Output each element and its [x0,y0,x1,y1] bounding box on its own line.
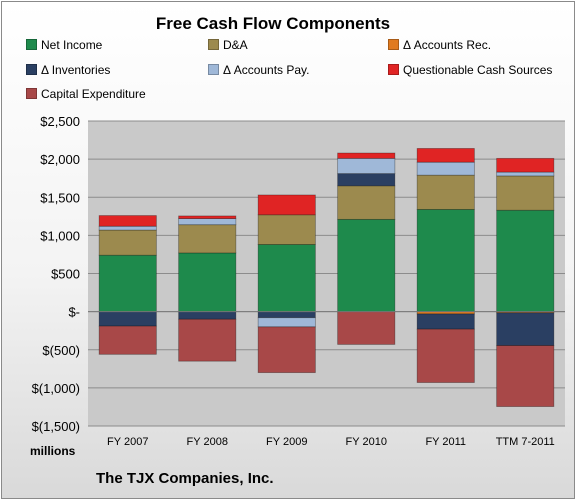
bar-segment [178,318,237,362]
y-tick-label: $2,500 [40,114,80,129]
y-tick-label: $- [68,305,80,320]
y-tick-label: $1,500 [40,190,80,205]
y-tick-label: $1,000 [40,228,80,243]
legend-label: Questionable Cash Sources [403,63,553,77]
bar-segment [416,328,475,383]
bar-segment [416,174,475,210]
legend-item-da: D&A [208,38,248,52]
bar-segment [496,157,555,173]
legend-swatch [388,64,399,75]
bar-segment [98,254,157,313]
bar-segment [178,252,237,313]
x-tick-label: FY 2007 [107,436,148,448]
bar-segment [337,185,396,220]
bar-segment [257,244,316,313]
bar-segment [337,218,396,313]
bar-segment [178,215,237,219]
legend-swatch [388,39,399,50]
x-tick-label: FY 2011 [425,436,466,448]
legend-swatch [26,39,37,50]
bar-segment [98,215,157,227]
bar-segment [257,326,316,374]
legend-swatch [26,64,37,75]
units-label: millions [30,444,76,458]
legend-swatch [208,39,219,50]
bar-segment [98,229,157,256]
x-tick-label: FY 2010 [346,436,387,448]
bar-segment [337,311,396,345]
legend-item-inventories: Δ Inventories [26,63,110,77]
bar-segment [257,311,316,319]
y-tick-label: $(1,500) [32,419,80,434]
bar-segment [496,312,555,346]
legend-item-capex: Capital Expenditure [26,87,146,101]
legend-label: D&A [223,38,248,52]
legend-label: Net Income [41,38,103,52]
x-tick-label: FY 2008 [187,436,228,448]
legend-item-accounts-rec: Δ Accounts Rec. [388,38,491,52]
bar-segment [496,175,555,211]
y-tick-label: $(1,000) [32,381,80,396]
legend-label: Capital Expenditure [41,87,146,101]
bar-segment [337,152,396,159]
y-tick-label: $2,000 [40,152,80,167]
bar-segment [337,157,396,175]
bar-segment [416,209,475,313]
legend-label: Δ Accounts Pay. [223,63,310,77]
bar-segment [178,218,237,226]
legend-swatch [26,88,37,99]
x-tick-label: TTM 7-2011 [496,436,555,448]
bar-segment [178,311,237,320]
x-tick-label: FY 2009 [266,436,307,448]
bar-segment [257,194,316,216]
bar-segment [178,224,237,254]
bar-segment [98,311,157,327]
bar-segment [416,313,475,330]
bar-segment [496,209,555,313]
legend-label: Δ Accounts Rec. [403,38,492,52]
legend-item-accounts-pay: Δ Accounts Pay. [208,63,310,77]
legend-label: Δ Inventories [41,63,111,77]
bar-segment [98,225,157,231]
bar-segment [416,148,475,163]
y-tick-label: $500 [51,267,80,282]
bar-segment [257,214,316,245]
bar-segment [98,325,157,355]
legend-swatch [208,64,219,75]
bar-segment [416,161,475,176]
chart-title: Free Cash Flow Components [155,14,391,33]
legend-item-net-income: Net Income [26,38,102,52]
bar-segment [496,345,555,407]
bar-segment [496,171,555,177]
y-tick-label: $(500) [42,343,80,358]
company-name: The TJX Companies, Inc. [96,470,274,487]
legend-item-questionable-cash: Questionable Cash Sources [388,63,552,77]
bar-segment [257,317,316,328]
bar-segment [337,173,396,187]
